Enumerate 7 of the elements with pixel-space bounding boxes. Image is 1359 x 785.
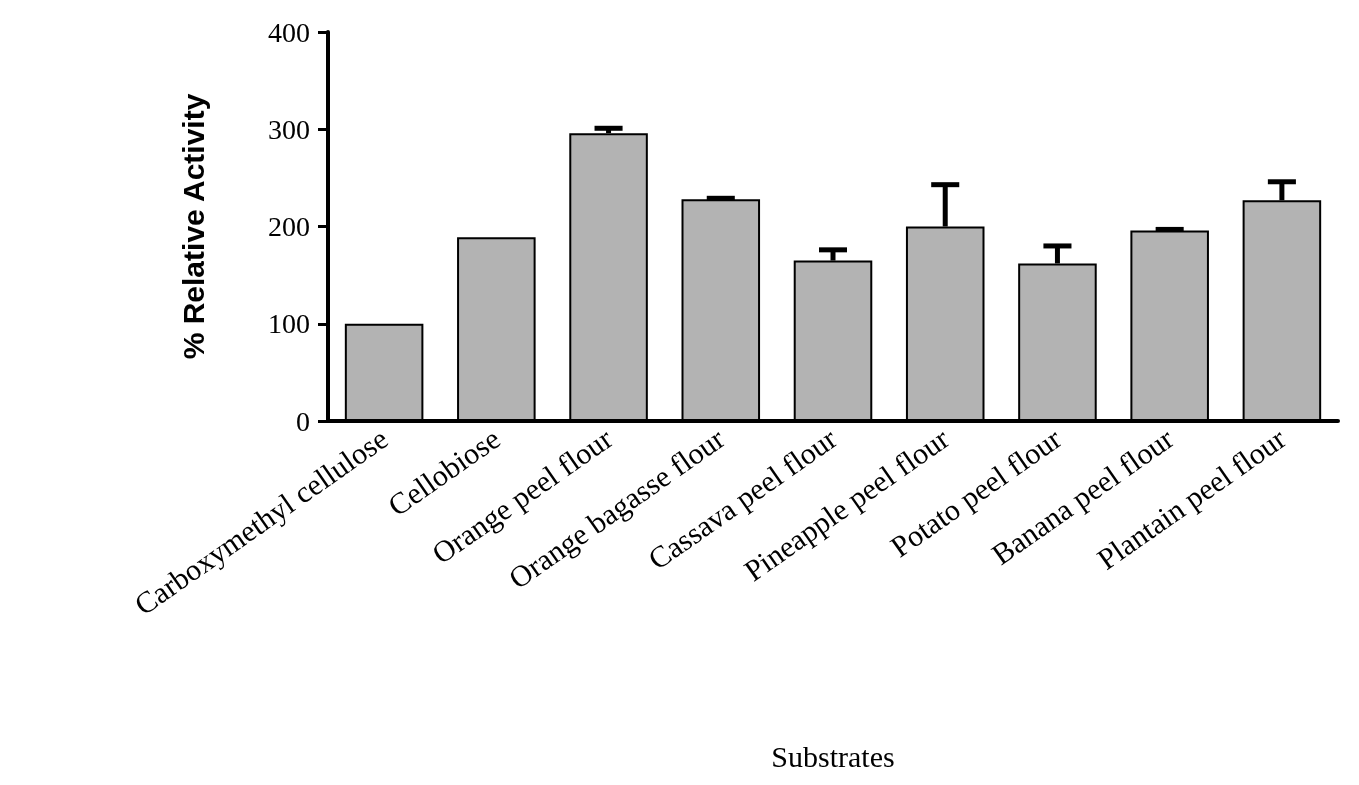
- y-tick-label: 0: [296, 405, 310, 437]
- y-tick-label: 400: [268, 16, 310, 48]
- y-tick-label: 300: [268, 113, 310, 145]
- y-tick-label: 100: [268, 308, 310, 340]
- y-tick-label: 200: [268, 211, 310, 242]
- x-axis-title: Substrates: [771, 739, 895, 773]
- y-axis-title: % Relative Activity: [176, 93, 210, 360]
